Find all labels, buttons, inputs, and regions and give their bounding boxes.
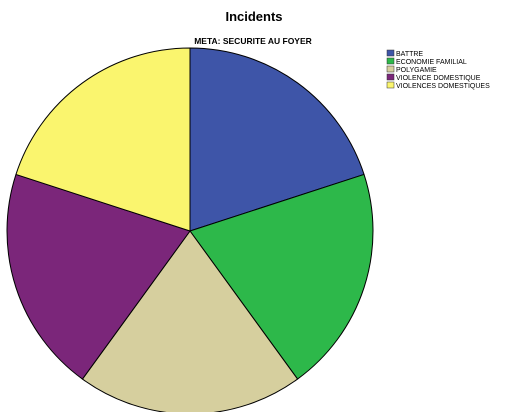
legend-label-3: VIOLENCE DOMESTIQUE — [396, 75, 481, 82]
pie-slice-4 — [15, 47, 191, 232]
legend-swatch-1 — [386, 57, 395, 65]
legend-swatch-3 — [386, 73, 395, 81]
pie-slice-3 — [6, 173, 191, 380]
legend-swatch-4 — [386, 81, 395, 89]
legend-swatch-0 — [386, 49, 395, 57]
legend-label-1: ECONOMIE FAMILIAL — [396, 59, 467, 66]
pie-slice-2 — [81, 230, 299, 412]
pie-slice-1 — [189, 173, 374, 380]
pie-slices — [6, 47, 374, 412]
legend-label-2: POLYGAMIE — [396, 67, 437, 74]
chart-subtitle: META: SECURITE AU FOYER — [194, 36, 312, 46]
legend-label-0: BATTRE — [396, 51, 423, 58]
legend-label-4: VIOLENCES DOMESTIQUES — [396, 83, 490, 90]
pie-slice-0 — [189, 47, 365, 232]
chart-title: Incidents — [225, 9, 282, 24]
legend-swatch-2 — [386, 65, 395, 73]
